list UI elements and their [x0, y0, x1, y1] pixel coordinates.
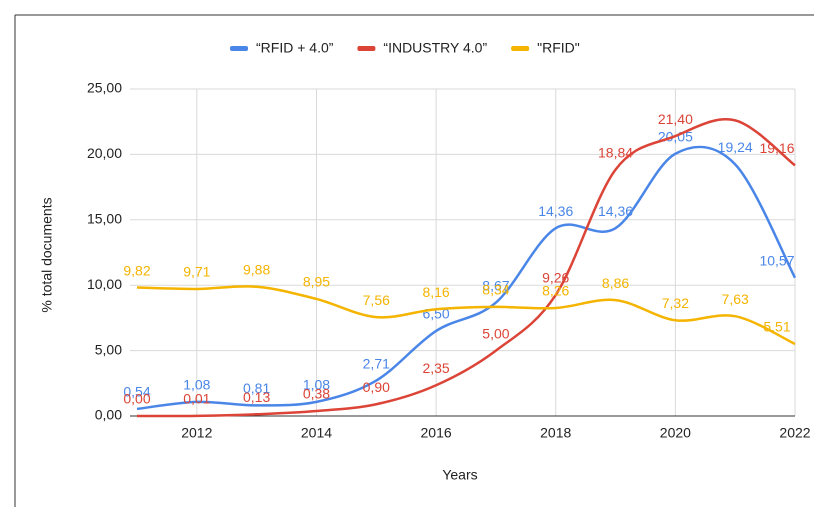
data-label: 8,34	[482, 282, 509, 298]
x-axis-title: Years	[442, 467, 477, 483]
data-label: 18,84	[598, 144, 633, 160]
data-label: 9,71	[183, 264, 210, 280]
line	[136, 285, 796, 346]
data-label: 0,81	[243, 380, 270, 396]
legend-label: "RFID"	[537, 40, 580, 56]
x-tick-label: 2012	[181, 425, 212, 441]
legend-swatch	[511, 46, 530, 51]
data-label: 0,90	[363, 379, 390, 395]
legend-label: “INDUSTRY 4.0”	[383, 40, 487, 56]
data-label: 8,26	[542, 283, 569, 299]
data-label: 19,16	[759, 140, 794, 156]
data-label: 1,08	[303, 377, 330, 393]
legend-label: “RFID + 4.0”	[256, 40, 334, 56]
x-tick-label: 2018	[540, 425, 571, 441]
data-label: 5,51	[763, 319, 790, 335]
data-label: 0,01	[183, 391, 210, 407]
y-tick-label: 20,00	[87, 145, 122, 161]
data-label: 8,67	[482, 277, 509, 293]
data-label: 8,95	[303, 274, 330, 290]
data-label: 0,13	[243, 389, 270, 405]
y-tick-label: 10,00	[87, 276, 122, 292]
data-label: 9,26	[542, 270, 569, 286]
y-tick-label: 5,00	[95, 341, 122, 357]
data-label: 0,54	[123, 384, 150, 400]
data-label: 0,38	[303, 386, 330, 402]
data-label: 2,35	[422, 360, 449, 376]
data-label: 21,40	[658, 111, 693, 127]
data-label: 0,00	[123, 391, 150, 407]
x-tick-label: 2016	[421, 425, 452, 441]
data-label: 9,88	[243, 261, 270, 277]
x-tick-label: 2020	[660, 425, 691, 441]
data-label: 14,36	[538, 203, 573, 219]
data-label: 2,71	[363, 355, 390, 371]
y-tick-label: 15,00	[87, 211, 122, 227]
data-label: 1,08	[183, 377, 210, 393]
data-label: 7,32	[662, 295, 689, 311]
data-label: 10,57	[759, 252, 794, 268]
data-label: 9,82	[123, 262, 150, 278]
line	[136, 118, 796, 418]
data-label: 8,86	[602, 275, 629, 291]
x-tick-label: 2022	[779, 425, 810, 441]
line	[136, 145, 797, 411]
data-label: 14,36	[598, 203, 633, 219]
data-label: 7,56	[363, 292, 390, 308]
y-axis-title: % total documents	[39, 197, 55, 312]
y-tick-label: 0,00	[95, 407, 122, 423]
data-label: 5,00	[482, 325, 509, 341]
x-tick-label: 2014	[301, 425, 332, 441]
data-label: 19,24	[718, 139, 753, 155]
data-label: 7,63	[722, 291, 749, 307]
legend-swatch	[357, 46, 376, 51]
data-label: 8,16	[422, 284, 449, 300]
y-tick-label: 25,00	[87, 80, 122, 96]
legend-swatch	[230, 46, 248, 51]
